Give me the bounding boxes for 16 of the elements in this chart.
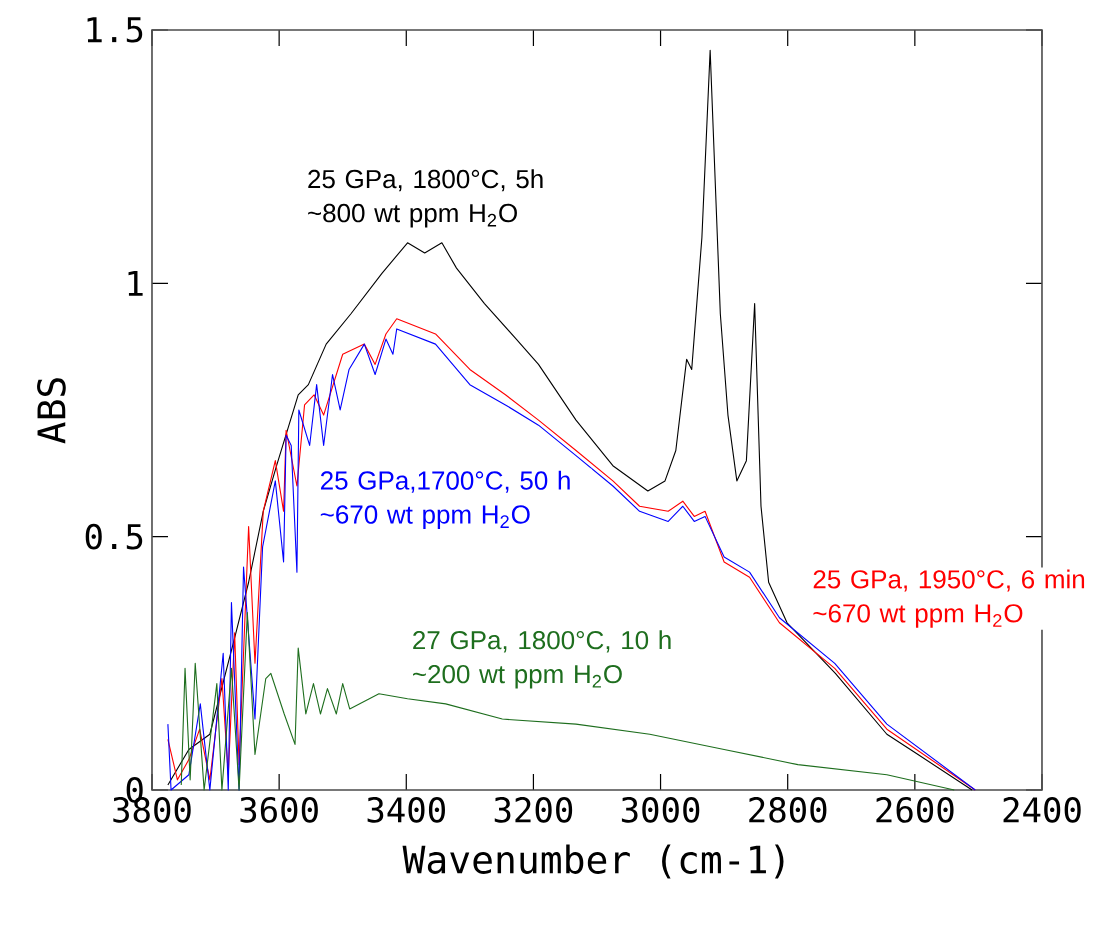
y-tick-label: 1.5 bbox=[87, 17, 143, 43]
series-label: 27 GPa, 1800°C, 10 h ~200 wt ppm H$_{2}$O bbox=[413, 630, 671, 689]
x-tick-label: 2800 bbox=[749, 797, 827, 823]
x-tick-label: 3600 bbox=[240, 797, 318, 823]
y-axis-title: ABS bbox=[37, 378, 66, 444]
x-tick-label: 2400 bbox=[1003, 797, 1081, 823]
y-tick-label: 0.5 bbox=[85, 523, 143, 550]
series-label: 25 GPa, 1950°C, 6 min ~670 wt ppm H$_{2}$O bbox=[813, 569, 1085, 628]
series-label: 25 GPa, 1800°C, 5h ~800 wt ppm H$_{2}$O bbox=[308, 169, 543, 228]
x-axis-title: Wavenumber (cm-1) bbox=[402, 844, 784, 879]
series-label: 25 GPa,1700°C, 50 h ~670 wt ppm H$_{2}$O bbox=[320, 470, 570, 529]
x-tick-label: 3400 bbox=[367, 797, 445, 823]
x-tick-label: 3000 bbox=[621, 797, 700, 823]
x-tick-label: 2600 bbox=[876, 797, 954, 823]
x-tick-label: 3200 bbox=[494, 797, 573, 823]
y-tick-label: 1 bbox=[128, 270, 143, 296]
